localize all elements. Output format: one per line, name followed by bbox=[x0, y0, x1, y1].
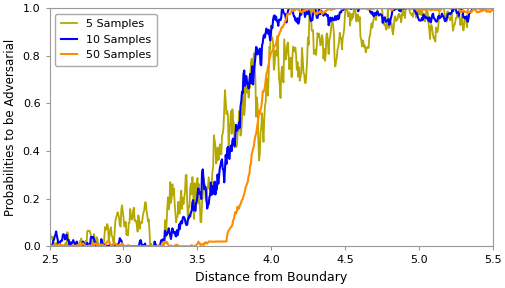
5 Samples bbox=[46, 243, 53, 247]
10 Samples bbox=[309, 18, 315, 22]
10 Samples bbox=[125, 245, 131, 248]
10 Samples bbox=[46, 245, 53, 248]
50 Samples bbox=[309, 8, 315, 12]
5 Samples bbox=[53, 245, 59, 248]
50 Samples bbox=[292, 6, 298, 10]
10 Samples bbox=[381, 16, 387, 19]
Line: 10 Samples: 10 Samples bbox=[49, 8, 492, 246]
50 Samples bbox=[46, 245, 53, 248]
50 Samples bbox=[381, 6, 387, 10]
5 Samples bbox=[489, 6, 495, 10]
X-axis label: Distance from Boundary: Distance from Boundary bbox=[195, 271, 347, 284]
10 Samples bbox=[278, 6, 284, 10]
Line: 50 Samples: 50 Samples bbox=[49, 8, 492, 246]
50 Samples bbox=[343, 6, 349, 10]
50 Samples bbox=[125, 245, 131, 248]
5 Samples bbox=[125, 221, 131, 225]
Y-axis label: Probabilities to be Adversarial: Probabilities to be Adversarial bbox=[4, 39, 17, 216]
Legend: 5 Samples, 10 Samples, 50 Samples: 5 Samples, 10 Samples, 50 Samples bbox=[55, 14, 157, 66]
5 Samples bbox=[381, 22, 387, 26]
5 Samples bbox=[343, 6, 349, 10]
50 Samples bbox=[161, 241, 167, 244]
5 Samples bbox=[247, 62, 254, 66]
10 Samples bbox=[343, 6, 349, 10]
10 Samples bbox=[161, 240, 167, 244]
10 Samples bbox=[47, 245, 53, 248]
50 Samples bbox=[47, 245, 53, 248]
Line: 5 Samples: 5 Samples bbox=[49, 8, 492, 246]
10 Samples bbox=[489, 6, 495, 10]
5 Samples bbox=[161, 242, 167, 245]
50 Samples bbox=[247, 162, 254, 166]
10 Samples bbox=[247, 82, 254, 85]
5 Samples bbox=[307, 6, 313, 10]
50 Samples bbox=[489, 7, 495, 10]
5 Samples bbox=[309, 29, 315, 33]
